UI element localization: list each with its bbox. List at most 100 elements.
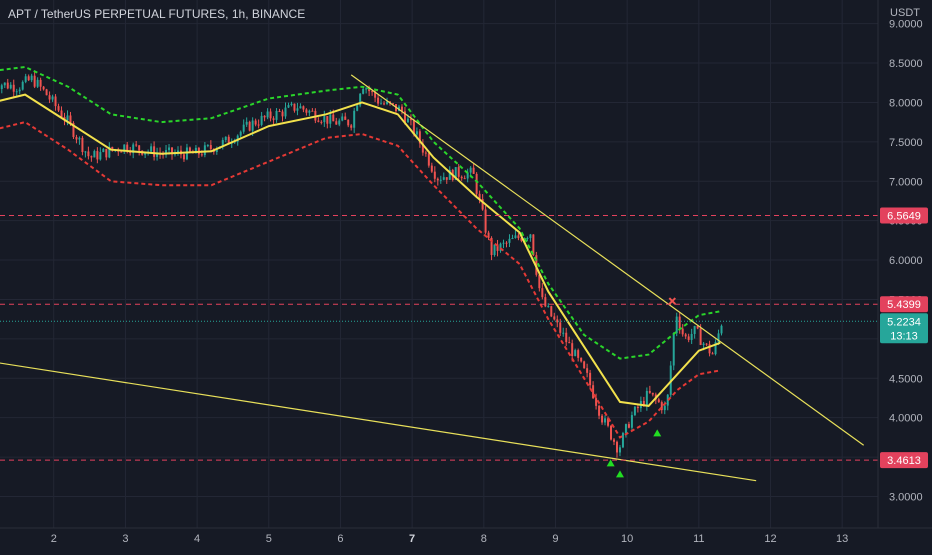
- candle-body: [642, 400, 645, 406]
- level-badge: [880, 207, 928, 224]
- candle-body: [472, 167, 475, 174]
- candle-body: [457, 167, 460, 177]
- candle-body: [368, 88, 371, 92]
- bar-countdown-label: 13:13: [890, 330, 918, 342]
- candle-body: [78, 137, 81, 140]
- candle-body: [33, 75, 36, 87]
- x-tick-label: 7: [409, 533, 415, 545]
- candle-body: [242, 124, 245, 132]
- candle-body: [478, 193, 481, 200]
- candle-body: [45, 89, 48, 96]
- candle-body: [592, 385, 595, 399]
- candle-body: [541, 288, 544, 298]
- candle-body: [209, 145, 212, 150]
- y-tick-label: 4.5000: [889, 373, 923, 385]
- candle-body: [296, 108, 299, 111]
- candle-body: [344, 116, 347, 120]
- candle-body: [439, 179, 442, 181]
- candle-body: [93, 151, 96, 158]
- y-tick-label: 4.0000: [889, 413, 923, 425]
- candle-body: [353, 110, 356, 128]
- level-badge-label: 3.4613: [887, 455, 921, 467]
- candle-body: [84, 151, 87, 153]
- candle-body: [108, 146, 111, 158]
- candle-body: [421, 143, 424, 153]
- candle-body: [514, 235, 517, 239]
- candle-body: [302, 106, 305, 110]
- candle-body: [529, 234, 532, 238]
- candle-body: [171, 147, 174, 155]
- candle-body: [454, 167, 457, 180]
- candle-body: [299, 106, 302, 109]
- candle-body: [341, 116, 344, 121]
- candle-body: [427, 153, 430, 166]
- x-tick-label: 3: [122, 533, 128, 545]
- candle-body: [544, 297, 547, 307]
- candle-body: [559, 322, 562, 333]
- candle-body: [75, 137, 78, 140]
- candle-body: [356, 105, 359, 111]
- level-badge: [880, 452, 928, 469]
- candle-body: [287, 105, 290, 108]
- candle-body: [699, 328, 702, 345]
- level-badge-label: 5.4399: [887, 299, 921, 311]
- candle-body: [224, 136, 227, 141]
- candle-body: [442, 177, 445, 180]
- candle-body: [135, 144, 138, 146]
- candle-body: [383, 103, 386, 105]
- candle-body: [203, 145, 206, 156]
- candle-body: [589, 372, 592, 386]
- candle-body: [678, 316, 681, 329]
- candle-body: [526, 237, 529, 239]
- candle-body: [290, 103, 293, 106]
- candle-body: [574, 350, 577, 357]
- candle-body: [651, 392, 654, 395]
- x-tick-label: 13: [836, 533, 848, 545]
- candle-body: [613, 439, 616, 442]
- candle-body: [475, 173, 478, 194]
- candle-body: [27, 76, 30, 81]
- candle-body: [227, 136, 230, 144]
- candle-body: [144, 152, 147, 155]
- candle-body: [188, 147, 191, 152]
- candle-body: [424, 152, 427, 154]
- level-badge: [880, 296, 928, 313]
- x-tick-label: 9: [552, 533, 558, 545]
- candle-body: [153, 146, 156, 157]
- y-tick-label: 6.0000: [889, 255, 923, 267]
- candle-body: [248, 121, 251, 131]
- y-tick-label: 7.5000: [889, 137, 923, 149]
- candle-body: [263, 115, 266, 118]
- candle-body: [371, 91, 374, 93]
- candle-body: [120, 151, 123, 153]
- basis-line: [0, 93, 721, 407]
- candle-body: [693, 325, 696, 334]
- candle-body: [610, 425, 613, 440]
- candle-body: [24, 76, 27, 82]
- candle-body: [705, 343, 708, 345]
- candle-body: [392, 103, 395, 105]
- candle-body: [60, 110, 63, 118]
- candle-body: [696, 325, 699, 329]
- candle-body: [132, 144, 135, 154]
- candle-body: [469, 167, 472, 173]
- candle-body: [633, 406, 636, 416]
- buy-signal-marker: [653, 429, 662, 437]
- candle-body: [571, 343, 574, 357]
- candle-body: [595, 398, 598, 406]
- candle-body: [672, 333, 675, 366]
- candle-body: [12, 84, 15, 92]
- candle-body: [320, 121, 323, 123]
- candle-body: [496, 244, 499, 251]
- candle-body: [269, 111, 272, 119]
- candle-body: [436, 178, 439, 181]
- candle-body: [236, 135, 239, 142]
- candle-body: [621, 433, 624, 448]
- candle-body: [126, 144, 129, 152]
- candle-body: [374, 91, 377, 98]
- current-price-badge: [880, 313, 928, 344]
- candle-body: [687, 336, 690, 340]
- candle-body: [412, 120, 415, 135]
